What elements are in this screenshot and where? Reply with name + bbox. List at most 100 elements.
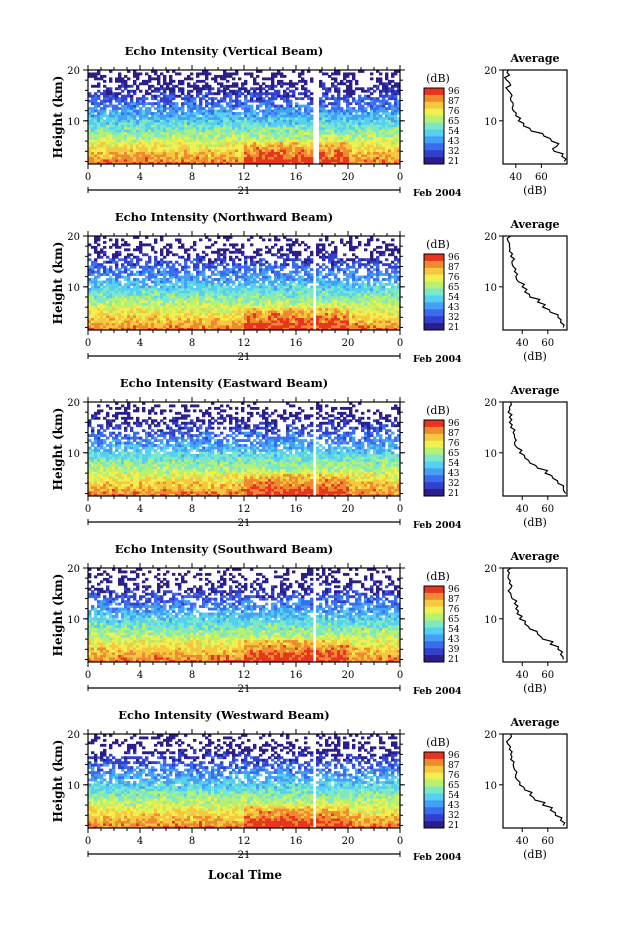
heatmap-cells <box>88 402 401 497</box>
panel-title: Echo Intensity (Eastward Beam) <box>120 376 328 390</box>
colorbar-tick-label: 65 <box>448 781 460 791</box>
date-label: Feb 2004 <box>413 520 462 531</box>
x-tick-label: 0 <box>397 504 403 515</box>
x-tick-label: 20 <box>342 504 355 515</box>
colorbar-tick-label: 96 <box>448 751 460 761</box>
x-tick-label: 16 <box>290 338 303 349</box>
profile-line <box>503 69 567 162</box>
x-tick-label: 4 <box>137 836 143 847</box>
x-tick-label: 0 <box>397 172 403 183</box>
colorbar <box>423 419 445 497</box>
colorbar-label: (dB) <box>426 72 450 85</box>
panel-title: Echo Intensity (Northward Beam) <box>115 210 333 224</box>
heatmap-cells <box>88 236 401 331</box>
panel-title: Echo Intensity (Westward Beam) <box>118 708 329 722</box>
profile-x-tick-label: 60 <box>541 338 554 349</box>
profile-x-tick-label: 60 <box>541 836 554 847</box>
x-tick-label: 16 <box>290 836 303 847</box>
x-tick-label: 20 <box>342 670 355 681</box>
profile-x-label: (dB) <box>523 682 547 695</box>
day-label: 21 <box>238 186 251 197</box>
x-tick-label: 20 <box>342 836 355 847</box>
y-tick-label: 20 <box>67 66 80 77</box>
colorbar-tick-label: 21 <box>448 323 459 333</box>
date-label: Feb 2004 <box>413 354 462 365</box>
x-tick-label: 0 <box>85 670 91 681</box>
profile-title: Average <box>509 550 559 563</box>
x-tick-label: 12 <box>238 836 251 847</box>
colorbar-label: (dB) <box>426 570 450 583</box>
x-tick-label: 20 <box>342 338 355 349</box>
y-axis-label: Height (km) <box>51 76 65 159</box>
colorbar-tick-label: 32 <box>448 811 459 821</box>
y-axis-label: Height (km) <box>51 740 65 823</box>
colorbar-tick-label: 96 <box>448 419 460 429</box>
colorbar-tick-label: 43 <box>448 801 460 811</box>
x-axis-label: Local Time <box>208 868 282 882</box>
x-tick-label: 0 <box>85 172 91 183</box>
panel-3: Echo Intensity (Eastward Beam)1020Height… <box>51 376 568 531</box>
colorbar <box>423 751 445 829</box>
colorbar-tick-label: 87 <box>448 761 460 771</box>
colorbar-tick-label: 21 <box>448 489 459 499</box>
colorbar-tick-label: 87 <box>448 263 460 273</box>
profile-x-tick-label: 60 <box>541 504 554 515</box>
colorbar-tick-label: 43 <box>448 469 460 479</box>
y-axis-label: Height (km) <box>51 408 65 491</box>
colorbar-tick-label: 54 <box>448 127 460 137</box>
profile-title: Average <box>509 218 559 231</box>
profile-y-tick-label: 20 <box>484 564 497 575</box>
panel-title: Echo Intensity (Vertical Beam) <box>125 44 324 58</box>
x-tick-label: 12 <box>238 670 251 681</box>
heatmap-cells <box>88 568 401 663</box>
colorbar-tick-label: 65 <box>448 117 460 127</box>
colorbar-tick-label: 65 <box>448 283 460 293</box>
x-tick-label: 4 <box>137 338 143 349</box>
panel-5: Echo Intensity (Westward Beam) 10 20 Height… <box>51 708 568 863</box>
profile-x-tick-label: 60 <box>541 670 554 681</box>
day-label: 21 <box>238 684 251 695</box>
colorbar-tick-label: 76 <box>448 107 460 117</box>
date-label: Feb 2004 <box>413 686 462 697</box>
colorbar-tick-label: 32 <box>448 313 459 323</box>
colorbar-tick-label: 21 <box>448 655 459 665</box>
colorbar-tick-label: 96 <box>448 585 460 595</box>
y-tick-label: 10 <box>67 117 80 128</box>
profile-frame <box>502 401 568 497</box>
x-tick-label: 20 <box>342 172 355 183</box>
y-tick-label: 10 <box>67 283 80 294</box>
colorbar-label: (dB) <box>426 404 450 417</box>
profile-x-label: (dB) <box>523 350 547 363</box>
colorbar <box>423 87 445 165</box>
colorbar-tick-label: 21 <box>448 821 459 831</box>
x-tick-label: 4 <box>137 670 143 681</box>
profile-title: Average <box>509 52 559 65</box>
profile-frame <box>502 733 568 829</box>
colorbar-tick-label: 43 <box>448 635 460 645</box>
profile-line <box>506 567 564 660</box>
y-axis-label: Height (km) <box>51 242 65 325</box>
date-label: Feb 2004 <box>413 188 462 199</box>
colorbar-tick-label: 54 <box>448 625 460 635</box>
profile-x-tick-label: 60 <box>535 172 548 183</box>
y-tick-label: 10 <box>67 781 80 792</box>
y-tick-label: 10 <box>67 615 80 626</box>
x-tick-label: 0 <box>397 670 403 681</box>
profile-x-tick-label: 40 <box>516 836 529 847</box>
y-tick-label: 20 <box>67 232 80 243</box>
x-tick-label: 8 <box>189 836 195 847</box>
profile-title: Average <box>509 384 559 397</box>
x-tick-label: 0 <box>85 836 91 847</box>
colorbar-tick-label: 87 <box>448 97 460 107</box>
colorbar <box>423 585 445 663</box>
profile-y-tick-label: 20 <box>484 232 497 243</box>
profile-line <box>505 733 566 826</box>
x-tick-label: 8 <box>189 504 195 515</box>
profile-x-tick-label: 40 <box>516 504 529 515</box>
profile-line <box>506 235 565 328</box>
profile-x-tick-label: 40 <box>516 670 529 681</box>
x-tick-label: 0 <box>85 504 91 515</box>
profile-x-label: (dB) <box>523 184 547 197</box>
day-label: 21 <box>238 850 251 861</box>
x-tick-label: 12 <box>238 338 251 349</box>
